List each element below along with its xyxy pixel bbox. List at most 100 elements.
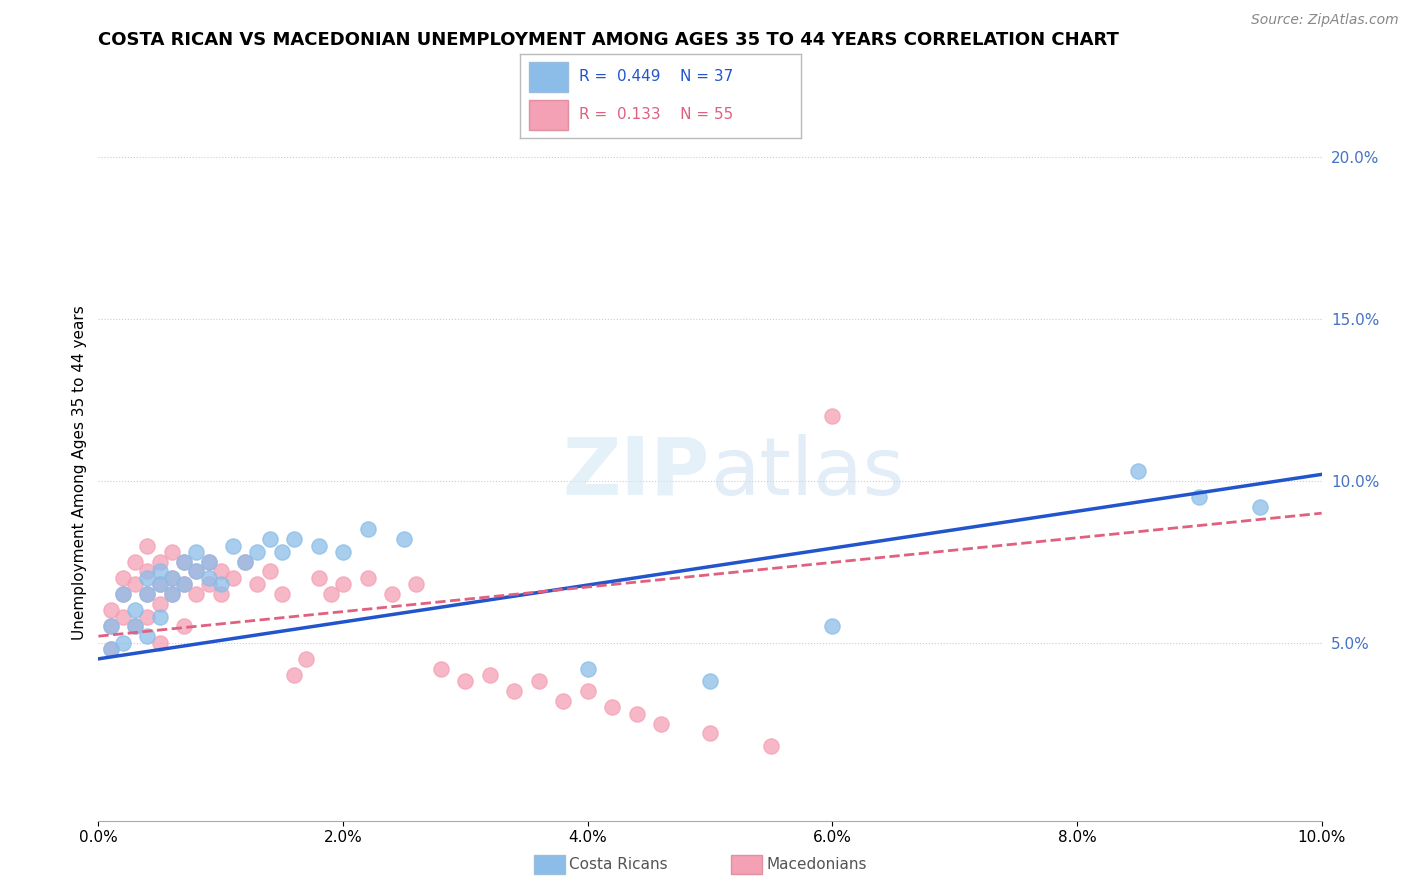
Point: [626, 706, 648, 721]
Text: Macedonians: Macedonians: [766, 857, 866, 871]
Point: [173, 619, 195, 633]
Point: [233, 555, 256, 569]
Point: [136, 609, 159, 624]
Point: [381, 587, 404, 601]
Point: [553, 694, 575, 708]
Point: [186, 545, 208, 559]
Point: [100, 642, 122, 657]
Point: [149, 597, 172, 611]
Point: [100, 619, 122, 633]
Point: [149, 609, 172, 624]
Point: [209, 577, 232, 591]
Point: [821, 619, 844, 633]
Point: [308, 571, 330, 585]
Point: [699, 726, 721, 740]
Point: [111, 635, 134, 649]
Point: [356, 522, 378, 536]
Point: [111, 609, 134, 624]
Point: [270, 587, 292, 601]
Point: [149, 577, 172, 591]
Point: [759, 739, 782, 754]
Point: [319, 587, 342, 601]
Point: [124, 603, 146, 617]
Point: [1188, 490, 1211, 504]
Point: [100, 619, 122, 633]
Text: R =  0.449    N = 37: R = 0.449 N = 37: [579, 70, 734, 85]
Point: [503, 684, 526, 698]
Point: [160, 571, 183, 585]
Point: [197, 577, 219, 591]
Point: [283, 532, 305, 546]
Point: [283, 668, 305, 682]
Point: [527, 674, 550, 689]
Point: [124, 555, 146, 569]
Point: [124, 577, 146, 591]
Point: [173, 555, 195, 569]
Text: ZIP: ZIP: [562, 434, 710, 512]
Point: [209, 565, 232, 579]
Point: [246, 545, 269, 559]
Point: [222, 539, 245, 553]
Point: [136, 587, 159, 601]
Point: [100, 603, 122, 617]
Point: [197, 555, 219, 569]
Point: [259, 565, 281, 579]
Point: [197, 571, 219, 585]
Point: [246, 577, 269, 591]
Point: [136, 571, 159, 585]
Point: [295, 652, 318, 666]
Point: [149, 635, 172, 649]
Point: [160, 545, 183, 559]
Text: R =  0.133    N = 55: R = 0.133 N = 55: [579, 107, 734, 122]
Point: [136, 539, 159, 553]
Point: [160, 571, 183, 585]
Point: [111, 571, 134, 585]
Point: [392, 532, 416, 546]
Point: [454, 674, 477, 689]
Point: [332, 577, 354, 591]
Point: [1128, 464, 1150, 478]
Bar: [529, 100, 568, 130]
Point: [332, 545, 354, 559]
Point: [111, 587, 134, 601]
Point: [1249, 500, 1271, 514]
Point: [699, 674, 721, 689]
Y-axis label: Unemployment Among Ages 35 to 44 years: Unemployment Among Ages 35 to 44 years: [72, 305, 87, 640]
Point: [405, 577, 427, 591]
Bar: [529, 62, 568, 92]
Point: [576, 684, 599, 698]
Text: Source: ZipAtlas.com: Source: ZipAtlas.com: [1251, 13, 1399, 28]
Point: [270, 545, 292, 559]
Text: atlas: atlas: [710, 434, 904, 512]
Point: [576, 661, 599, 675]
Point: [136, 629, 159, 643]
Point: [100, 642, 122, 657]
Point: [186, 565, 208, 579]
Point: [149, 577, 172, 591]
Point: [821, 409, 844, 424]
Point: [136, 587, 159, 601]
Point: [233, 555, 256, 569]
Text: COSTA RICAN VS MACEDONIAN UNEMPLOYMENT AMONG AGES 35 TO 44 YEARS CORRELATION CHA: COSTA RICAN VS MACEDONIAN UNEMPLOYMENT A…: [98, 31, 1119, 49]
Point: [222, 571, 245, 585]
Point: [160, 587, 183, 601]
Point: [149, 555, 172, 569]
Point: [173, 577, 195, 591]
Point: [600, 700, 623, 714]
Point: [149, 565, 172, 579]
Text: Costa Ricans: Costa Ricans: [569, 857, 668, 871]
Point: [111, 587, 134, 601]
Point: [136, 565, 159, 579]
Point: [259, 532, 281, 546]
Point: [186, 587, 208, 601]
Point: [209, 587, 232, 601]
Point: [430, 661, 453, 675]
Point: [356, 571, 378, 585]
Point: [160, 587, 183, 601]
Point: [308, 539, 330, 553]
Point: [478, 668, 501, 682]
Point: [173, 577, 195, 591]
Point: [124, 619, 146, 633]
Point: [186, 565, 208, 579]
Point: [650, 716, 672, 731]
